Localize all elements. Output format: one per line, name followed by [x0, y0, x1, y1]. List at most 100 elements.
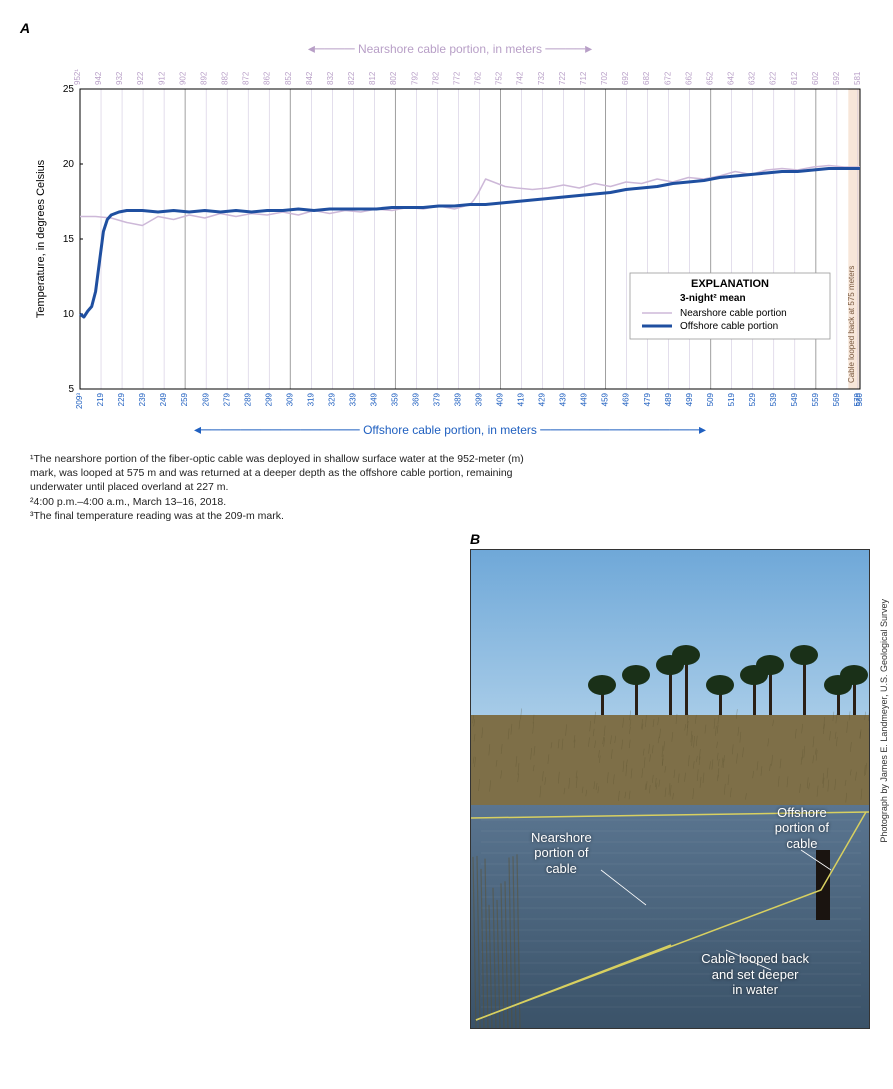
svg-text:259: 259 [180, 392, 189, 406]
svg-text:10: 10 [63, 309, 75, 320]
top-axis-title-row: ◂──── Nearshore cable portion, in meters… [30, 40, 870, 57]
annotation-loop: Cable looped backand set deeperin water [701, 951, 809, 998]
svg-text:369: 369 [411, 392, 420, 406]
svg-text:922: 922 [136, 71, 145, 85]
temperature-chart: 510152025Temperature, in degrees Celsius… [30, 59, 870, 419]
svg-text:812: 812 [368, 71, 377, 85]
arrow-right-icon: ────▸ [545, 40, 592, 56]
svg-text:EXPLANATION: EXPLANATION [691, 278, 769, 290]
panel-b-label: B [470, 531, 480, 547]
svg-text:249: 249 [159, 392, 168, 406]
footnote-3: ³The final temperature reading was at th… [30, 509, 550, 523]
footnote-2: ²4:00 p.m.–4:00 a.m., March 13–16, 2018. [30, 495, 550, 509]
svg-text:772: 772 [452, 71, 461, 85]
svg-text:580: 580 [855, 392, 864, 406]
svg-text:752: 752 [495, 71, 504, 85]
svg-text:539: 539 [769, 392, 778, 406]
field-photo: Nearshoreportion ofcable Offshoreportion… [470, 549, 870, 1029]
svg-text:549: 549 [790, 392, 799, 406]
svg-text:822: 822 [347, 71, 356, 85]
svg-text:782: 782 [431, 71, 440, 85]
photo-credit: Photograph by James E. Landmeyer, U.S. G… [879, 599, 889, 843]
svg-text:792: 792 [410, 71, 419, 85]
svg-text:439: 439 [559, 392, 568, 406]
svg-text:429: 429 [538, 392, 547, 406]
top-axis-title: Nearshore cable portion, in meters [358, 42, 542, 56]
svg-text:892: 892 [199, 71, 208, 85]
svg-text:3-night² mean: 3-night² mean [680, 293, 746, 304]
svg-text:742: 742 [516, 71, 525, 85]
svg-text:712: 712 [579, 71, 588, 85]
svg-text:559: 559 [811, 392, 820, 406]
svg-text:329: 329 [327, 392, 336, 406]
svg-text:399: 399 [475, 392, 484, 406]
svg-text:942: 942 [94, 71, 103, 85]
svg-text:Temperature, in degrees Celsiu: Temperature, in degrees Celsius [35, 159, 47, 318]
svg-text:489: 489 [664, 392, 673, 406]
svg-text:592: 592 [832, 71, 841, 85]
svg-text:832: 832 [326, 71, 335, 85]
svg-text:622: 622 [769, 71, 778, 85]
svg-text:642: 642 [727, 71, 736, 85]
svg-text:872: 872 [242, 71, 251, 85]
svg-text:802: 802 [389, 71, 398, 85]
arrow-right-icon: ────────────────▸ [540, 421, 706, 437]
svg-text:862: 862 [263, 71, 272, 85]
svg-text:419: 419 [517, 392, 526, 406]
svg-text:662: 662 [684, 71, 693, 85]
svg-text:732: 732 [537, 71, 546, 85]
svg-text:299: 299 [264, 392, 273, 406]
svg-text:882: 882 [221, 71, 230, 85]
panel-b-container: B Nearshoreportion ofcable Offshoreporti… [470, 549, 873, 1029]
bottom-axis-title: Offshore cable portion, in meters [363, 423, 537, 437]
arrow-left-icon: ◂──── [308, 40, 355, 56]
svg-text:529: 529 [748, 392, 757, 406]
svg-text:409: 409 [496, 392, 505, 406]
footnote-1: ¹The nearshore portion of the fiber-opti… [30, 452, 550, 495]
arrow-left-icon: ◂──────────────── [194, 421, 360, 437]
svg-text:459: 459 [601, 392, 610, 406]
svg-text:15: 15 [63, 234, 75, 245]
svg-text:952¹: 952¹ [73, 69, 82, 85]
svg-text:5: 5 [68, 384, 74, 395]
svg-text:902: 902 [178, 71, 187, 85]
svg-text:379: 379 [433, 392, 442, 406]
svg-text:932: 932 [115, 71, 124, 85]
svg-text:612: 612 [790, 71, 799, 85]
panel-a-label: A [20, 20, 873, 36]
svg-text:359: 359 [390, 392, 399, 406]
svg-text:229: 229 [117, 392, 126, 406]
svg-text:702: 702 [600, 71, 609, 85]
svg-text:Cable looped back at 575 meter: Cable looped back at 575 meters [847, 266, 856, 383]
svg-text:852: 852 [284, 71, 293, 85]
svg-text:842: 842 [305, 71, 314, 85]
svg-text:209³: 209³ [75, 393, 84, 409]
svg-text:449: 449 [580, 392, 589, 406]
bottom-axis-title-row: ◂──────────────── Offshore cable portion… [30, 421, 870, 438]
svg-text:762: 762 [474, 71, 483, 85]
svg-text:602: 602 [811, 71, 820, 85]
chart-container: ◂──── Nearshore cable portion, in meters… [30, 40, 870, 438]
footnotes: ¹The nearshore portion of the fiber-opti… [30, 452, 550, 523]
svg-text:20: 20 [63, 159, 75, 170]
svg-text:469: 469 [622, 392, 631, 406]
svg-text:Offshore cable portion: Offshore cable portion [680, 321, 778, 332]
annotation-nearshore: Nearshoreportion ofcable [531, 830, 592, 877]
svg-text:652: 652 [705, 71, 714, 85]
svg-text:309: 309 [285, 392, 294, 406]
svg-text:Nearshore cable portion: Nearshore cable portion [680, 308, 787, 319]
svg-text:682: 682 [642, 71, 651, 85]
svg-text:239: 239 [138, 392, 147, 406]
svg-text:569: 569 [832, 392, 841, 406]
svg-text:519: 519 [727, 392, 736, 406]
svg-text:672: 672 [663, 71, 672, 85]
svg-text:509: 509 [706, 392, 715, 406]
svg-text:692: 692 [621, 71, 630, 85]
svg-text:219: 219 [96, 392, 105, 406]
svg-text:912: 912 [157, 71, 166, 85]
svg-text:632: 632 [748, 71, 757, 85]
svg-text:269: 269 [201, 392, 210, 406]
annotation-offshore: Offshoreportion ofcable [775, 805, 829, 852]
svg-text:389: 389 [454, 392, 463, 406]
svg-text:581: 581 [853, 71, 862, 85]
